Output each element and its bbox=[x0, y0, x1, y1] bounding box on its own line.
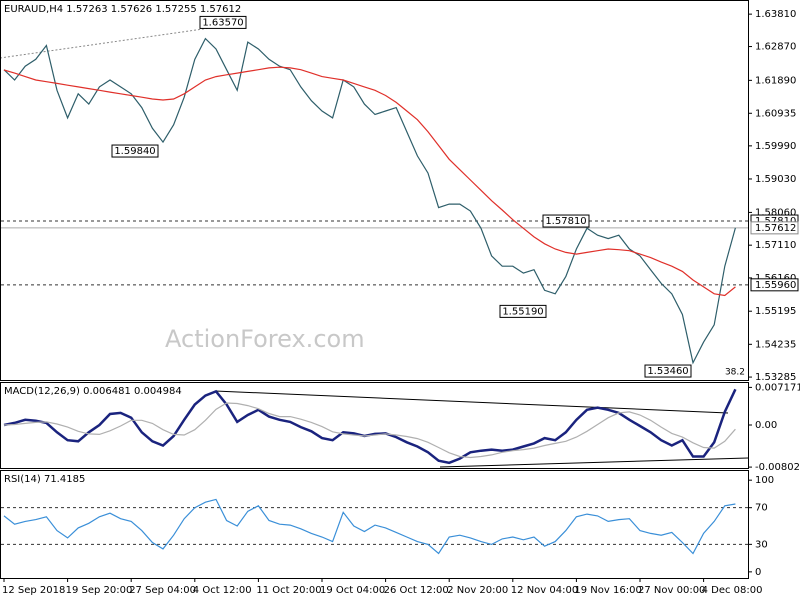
series-line bbox=[3, 37, 736, 365]
y-tick-label: 0.007171 bbox=[755, 382, 800, 393]
y-tick-label: 30 bbox=[755, 539, 768, 550]
y-tick-label: 1.62870 bbox=[755, 42, 796, 53]
y-tick-label: 0 bbox=[755, 567, 761, 578]
annotation-label: 1.55190 bbox=[502, 306, 543, 317]
y-tick-label: 1.58060 bbox=[755, 207, 796, 218]
annotation-label: 1.63570 bbox=[202, 17, 243, 28]
annotation-box bbox=[199, 15, 247, 29]
trend-line bbox=[214, 390, 729, 414]
panel-frame bbox=[0, 0, 749, 381]
panel-frame bbox=[0, 470, 749, 579]
annotation-box bbox=[644, 364, 692, 378]
y-tick-label: 1.63810 bbox=[755, 9, 796, 20]
x-tick-label: 27 Sep 04:00 bbox=[129, 585, 196, 596]
x-tick-label: 19 Nov 16:00 bbox=[574, 585, 641, 596]
series-line bbox=[3, 498, 736, 555]
level-label: 1.55960 bbox=[755, 280, 796, 291]
y-tick-label: 100 bbox=[755, 475, 774, 486]
annotation-label: 1.57810 bbox=[545, 216, 586, 227]
y-tick-label: 70 bbox=[755, 503, 768, 514]
y-tick-label: 0.00 bbox=[755, 420, 777, 431]
y-tick-label: 1.53285 bbox=[755, 372, 796, 383]
y-tick-label: 1.57110 bbox=[755, 240, 796, 251]
panel-title: MACD(12,26,9) 0.006481 0.004984 bbox=[4, 386, 182, 397]
annotation-box bbox=[542, 214, 590, 228]
y-tick-label: 1.61890 bbox=[755, 75, 796, 86]
y-tick-label: 1.60935 bbox=[755, 108, 796, 119]
x-tick-label: 19 Oct 04:00 bbox=[320, 585, 385, 596]
y-tick-label: 1.54235 bbox=[755, 339, 796, 350]
series-line bbox=[3, 66, 736, 297]
x-tick-label: 27 Nov 00:00 bbox=[638, 585, 705, 596]
level-label-box bbox=[750, 278, 799, 292]
x-tick-label: 12 Nov 04:00 bbox=[511, 585, 578, 596]
trend-line bbox=[439, 457, 749, 468]
last-price-label: 1.57612 bbox=[755, 223, 796, 234]
y-tick-label: 1.59030 bbox=[755, 174, 796, 185]
y-tick-label: 1.59990 bbox=[755, 141, 796, 152]
x-tick-label: 12 Sep 2018 bbox=[2, 585, 65, 596]
x-tick-label: 19 Sep 20:00 bbox=[66, 585, 133, 596]
last-price-box bbox=[750, 221, 799, 235]
trend-line bbox=[0, 27, 211, 59]
panel-title: EURAUD,H4 1.57263 1.57626 1.57255 1.5761… bbox=[4, 4, 241, 15]
y-tick-label: -0.008027 bbox=[755, 462, 800, 473]
x-tick-label: 2 Nov 20:00 bbox=[447, 585, 508, 596]
annotation-label: 1.53460 bbox=[647, 366, 688, 377]
annotation-box bbox=[111, 144, 159, 158]
x-tick-label: 11 Oct 20:00 bbox=[256, 585, 321, 596]
x-tick-label: 4 Dec 08:00 bbox=[702, 585, 763, 596]
series-line bbox=[3, 402, 736, 459]
panel-title: RSI(14) 71.4185 bbox=[4, 474, 85, 485]
y-tick-label: 1.55195 bbox=[755, 306, 796, 317]
annotation-label: 1.59840 bbox=[114, 146, 155, 157]
x-tick-label: 4 Oct 12:00 bbox=[193, 585, 252, 596]
x-tick-label: 26 Oct 12:00 bbox=[384, 585, 449, 596]
fib-note: 38.2 bbox=[725, 368, 745, 378]
annotation-box bbox=[499, 304, 547, 318]
watermark: ActionForex.com bbox=[165, 325, 365, 353]
